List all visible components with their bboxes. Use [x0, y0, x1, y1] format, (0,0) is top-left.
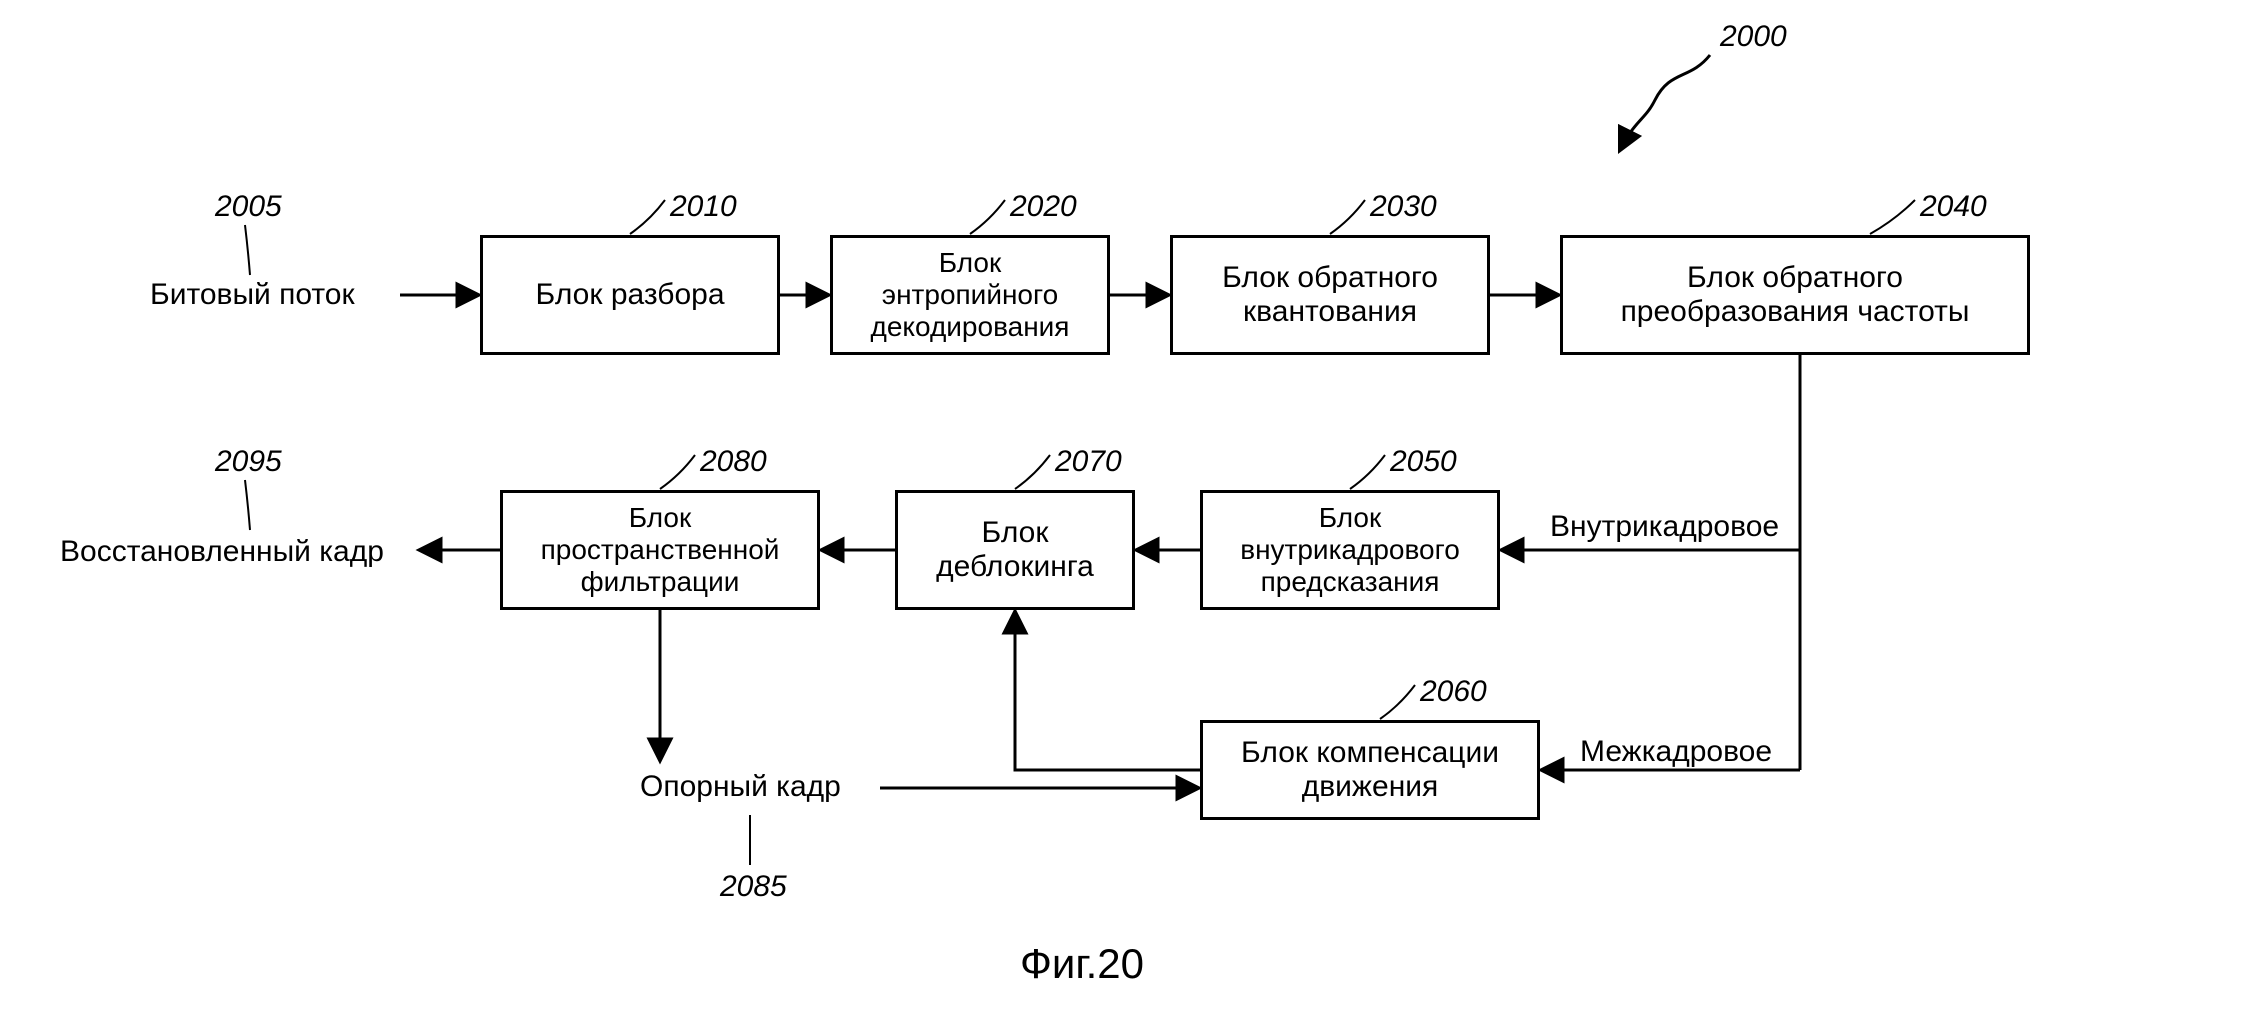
leader-2010: [630, 200, 665, 234]
block-entropy: Блок энтропийного декодирования: [830, 235, 1110, 355]
label-inter-path: Межкадровое: [1580, 735, 1772, 769]
leader-2040: [1870, 200, 1915, 234]
block-deblock-text: Блок деблокинга: [936, 516, 1094, 585]
ref-2010: 2010: [670, 190, 737, 224]
block-parse-text: Блок разбора: [535, 278, 724, 313]
block-spatial: Блок пространственной фильтрации: [500, 490, 820, 610]
label-reference: Опорный кадр: [640, 770, 841, 804]
block-mcomp: Блок компенсации движения: [1200, 720, 1540, 820]
label-intra-path: Внутрикадровое: [1550, 510, 1779, 544]
leader-2050: [1350, 455, 1385, 489]
block-intra-text: Блок внутрикадрового предсказания: [1240, 502, 1460, 599]
leader-2070: [1015, 455, 1050, 489]
ref-2020: 2020: [1010, 190, 1077, 224]
label-restored: Восстановленный кадр: [60, 535, 384, 569]
ref-2060: 2060: [1420, 675, 1487, 709]
block-iquant: Блок обратного квантования: [1170, 235, 1490, 355]
leader-2030: [1330, 200, 1365, 234]
block-intra: Блок внутрикадрового предсказания: [1200, 490, 1500, 610]
ref-2005: 2005: [215, 190, 282, 224]
leader-2005: [245, 225, 250, 275]
label-bitstream: Битовый поток: [150, 278, 355, 312]
ref-2085: 2085: [720, 870, 787, 904]
arrow-mcomp-deblock: [1015, 612, 1200, 770]
block-deblock: Блок деблокинга: [895, 490, 1135, 610]
block-entropy-text: Блок энтропийного декодирования: [871, 247, 1070, 344]
block-ifreq: Блок обратного преобразования частоты: [1560, 235, 2030, 355]
leader-2080: [660, 455, 695, 489]
ref-2050: 2050: [1390, 445, 1457, 479]
block-iquant-text: Блок обратного квантования: [1222, 261, 1438, 330]
ref-2095: 2095: [215, 445, 282, 479]
leader-2095: [245, 480, 250, 530]
arrow-2000: [1620, 55, 1710, 150]
ref-2070: 2070: [1055, 445, 1122, 479]
block-ifreq-text: Блок обратного преобразования частоты: [1621, 261, 1970, 330]
ref-2000: 2000: [1720, 20, 1787, 54]
ref-2080: 2080: [700, 445, 767, 479]
block-spatial-text: Блок пространственной фильтрации: [541, 502, 780, 599]
leader-2020: [970, 200, 1005, 234]
figure-canvas: 2000 Блок разбора 2010 Блок энтропийного…: [0, 0, 2250, 1024]
ref-2030: 2030: [1370, 190, 1437, 224]
leader-2060: [1380, 685, 1415, 719]
block-mcomp-text: Блок компенсации движения: [1241, 736, 1499, 805]
block-parse: Блок разбора: [480, 235, 780, 355]
ref-2040: 2040: [1920, 190, 1987, 224]
figure-caption: Фиг.20: [1020, 940, 1144, 988]
